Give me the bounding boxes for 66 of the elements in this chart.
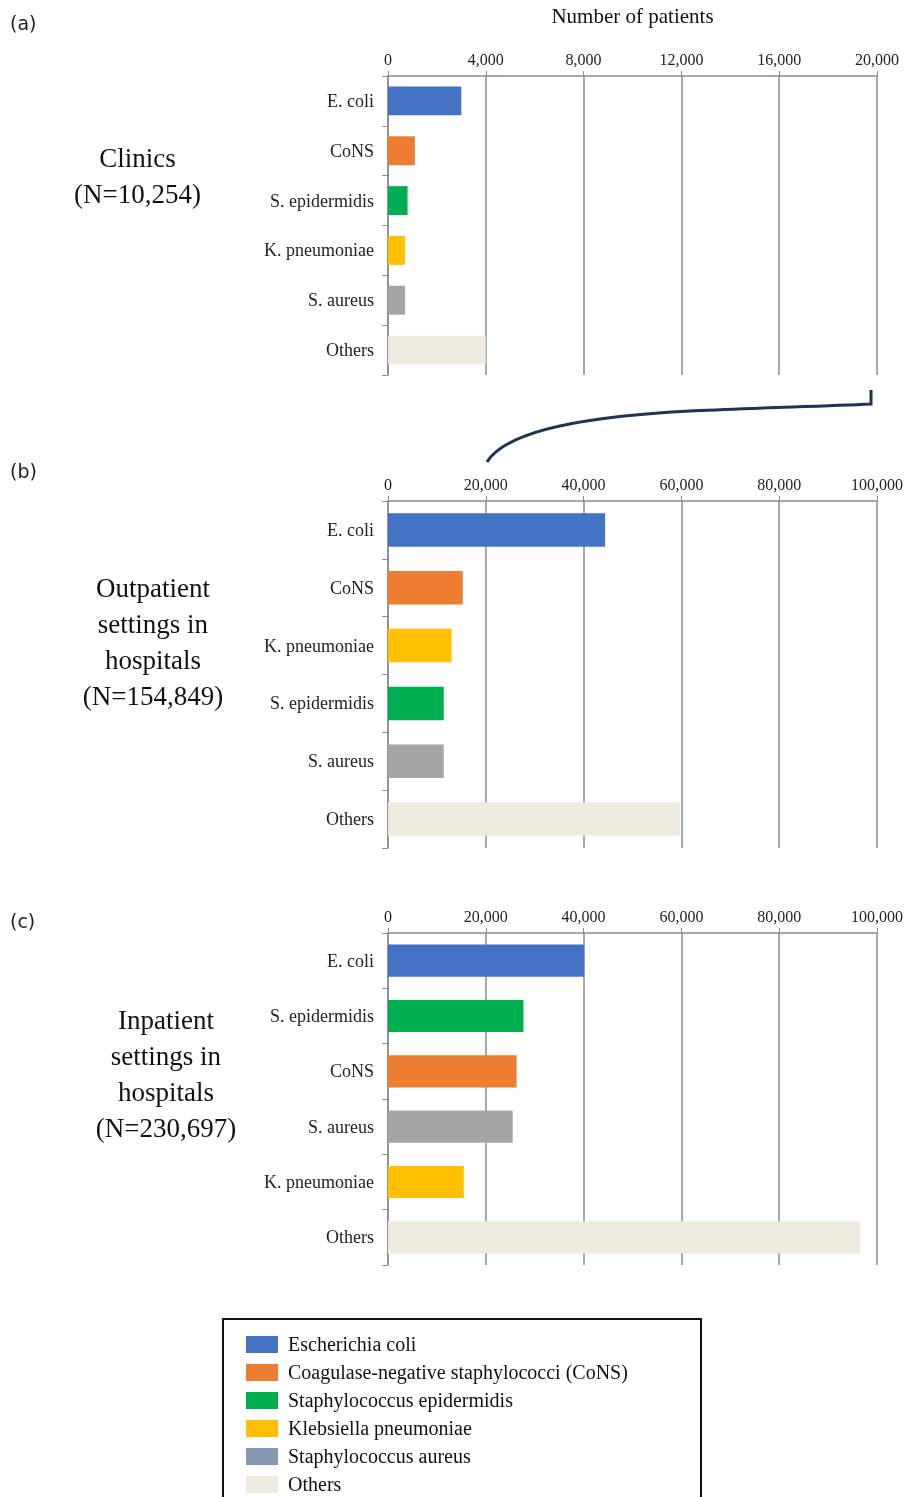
- x-tick-label: 12,000: [659, 50, 704, 68]
- category-label: Klebsiella pneumoniae: [288, 1416, 472, 1440]
- text: (b): [10, 460, 37, 482]
- x-axis-title: Number of patients: [551, 3, 714, 28]
- y-tick-label: S. aureus: [308, 290, 374, 311]
- x-tick-label: 20,000: [463, 475, 508, 493]
- bar: [388, 335, 486, 365]
- y-tick-label: K. pneumoniae: [264, 240, 375, 261]
- x-tick-label: 40,000: [561, 475, 606, 493]
- x-tick-label: 16,000: [757, 50, 802, 68]
- bar: [388, 686, 444, 721]
- y-tick-label: E. coli: [327, 950, 374, 971]
- bar: [388, 628, 452, 663]
- bar: [388, 186, 408, 216]
- bar: [388, 285, 406, 315]
- y-tick-label: K. pneumoniae: [264, 1172, 375, 1192]
- x-tick-label: 0: [384, 50, 392, 68]
- x-tick-label: 20,000: [855, 50, 899, 68]
- y-tick-label: S. aureus: [308, 1116, 374, 1137]
- y-tick-label: Others: [326, 1227, 374, 1248]
- text: (a): [10, 12, 37, 34]
- y-tick-label: K. pneumoniae: [264, 635, 375, 656]
- text: Clinics (N=10,254): [73, 142, 202, 211]
- text: Outpatient settings in hospitals (N=154,849): [81, 572, 225, 713]
- bar: [388, 235, 406, 265]
- bar: [388, 744, 444, 779]
- y-tick-label: E. coli: [327, 90, 374, 111]
- y-tick-label: CoNS: [329, 140, 374, 161]
- x-tick-label: 20,000: [463, 907, 508, 925]
- x-tick-label: 40,000: [561, 907, 606, 925]
- x-tick-label: 80,000: [757, 907, 802, 925]
- x-tick-label: 60,000: [659, 475, 704, 493]
- x-tick-label: 4,000: [467, 50, 504, 68]
- category-label: Coagulase-negative staphylococci (CoNS): [288, 1360, 628, 1384]
- y-tick-label: Others: [326, 809, 374, 830]
- bar: [388, 944, 585, 977]
- text: Inpatient settings in hospitals (N=230,697): [94, 1004, 238, 1145]
- bar: [388, 1221, 861, 1254]
- y-tick-label: E. coli: [327, 519, 374, 540]
- x-tick-label: 0: [384, 475, 392, 493]
- x-tick-label: 100,000: [851, 475, 903, 493]
- category-label: Escherichia coli: [288, 1332, 417, 1356]
- bar: [388, 86, 462, 116]
- y-tick-label: S. epidermidis: [270, 190, 374, 211]
- bar: [388, 1110, 513, 1143]
- y-tick-label: Others: [326, 340, 374, 361]
- category-label: Staphylococcus aureus: [288, 1444, 471, 1468]
- y-tick-label: S. epidermidis: [270, 693, 374, 714]
- bar: [388, 570, 463, 605]
- y-tick-label: CoNS: [329, 577, 374, 598]
- bar: [388, 999, 524, 1033]
- bar: [388, 136, 415, 166]
- y-tick-label: CoNS: [329, 1061, 374, 1082]
- y-tick-label: S. epidermidis: [270, 1006, 374, 1026]
- bar: [388, 802, 680, 836]
- text: (c): [10, 910, 36, 932]
- x-tick-label: 100,000: [851, 907, 903, 925]
- y-tick-label: S. aureus: [308, 751, 374, 772]
- bar: [388, 513, 606, 547]
- bar: [388, 1055, 517, 1088]
- bar: [388, 1165, 464, 1199]
- x-tick-label: 0: [384, 907, 392, 925]
- x-tick-label: 80,000: [757, 475, 802, 493]
- category-label: Staphylococcus epidermidis: [288, 1388, 513, 1412]
- x-tick-label: 8,000: [565, 50, 602, 68]
- x-tick-label: 60,000: [659, 907, 704, 925]
